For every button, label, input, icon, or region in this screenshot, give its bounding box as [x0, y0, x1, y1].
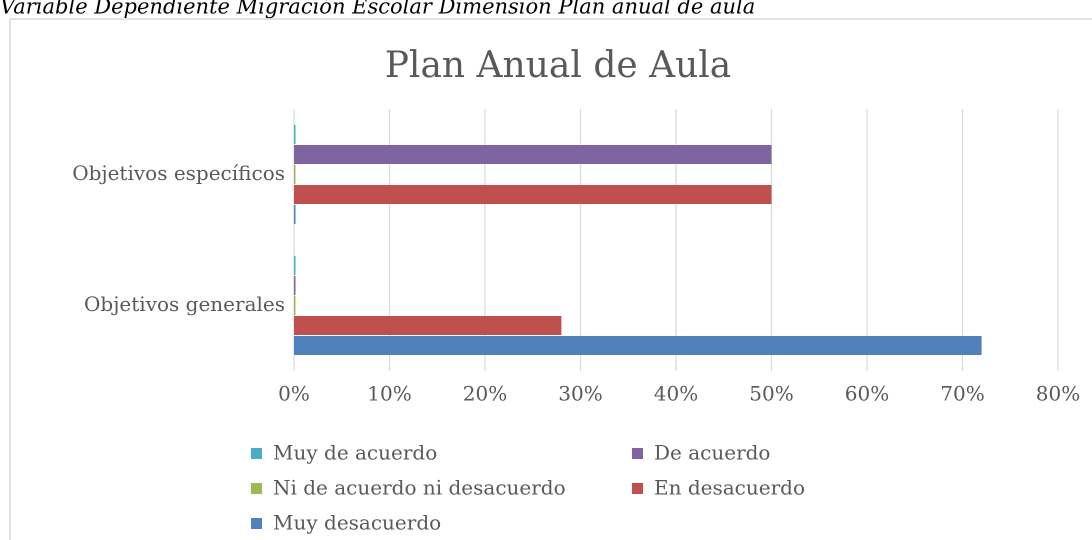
- bar: [294, 256, 296, 275]
- legend-swatch: [632, 483, 643, 494]
- legend-label: Muy de acuerdo: [273, 441, 437, 465]
- bar: [294, 185, 772, 204]
- bar: [294, 276, 296, 295]
- legend-label: En desacuerdo: [654, 476, 805, 500]
- x-tick-label: 60%: [845, 382, 889, 406]
- chart-title: Plan Anual de Aula: [385, 45, 732, 86]
- bar: [294, 296, 296, 315]
- x-tick-label: 70%: [940, 382, 984, 406]
- legend-label: Muy desacuerdo: [273, 511, 441, 535]
- x-tick-label: 10%: [367, 382, 411, 406]
- bar: [294, 165, 296, 184]
- bar: [294, 125, 296, 144]
- x-tick-label: 20%: [463, 382, 507, 406]
- x-tick-label: 40%: [654, 382, 698, 406]
- legend-swatch: [632, 448, 643, 459]
- legend-label: Ni de acuerdo ni desacuerdo: [273, 476, 566, 500]
- x-tick-label: 0%: [278, 382, 310, 406]
- bar: [294, 145, 772, 164]
- legend-swatch: [251, 518, 262, 529]
- bar: [294, 336, 982, 355]
- legend-swatch: [251, 448, 262, 459]
- legend-swatch: [251, 483, 262, 494]
- x-tick-label: 80%: [1036, 382, 1080, 406]
- caption: Variable Dependiente Migración Escolar D…: [0, 0, 755, 19]
- y-tick-label: Objetivos generales: [84, 292, 285, 316]
- bar: [294, 205, 296, 224]
- legend-label: De acuerdo: [654, 441, 770, 465]
- y-tick-label: Objetivos específicos: [72, 161, 285, 185]
- bar: [294, 316, 562, 335]
- x-tick-label: 30%: [558, 382, 602, 406]
- x-tick-label: 50%: [749, 382, 793, 406]
